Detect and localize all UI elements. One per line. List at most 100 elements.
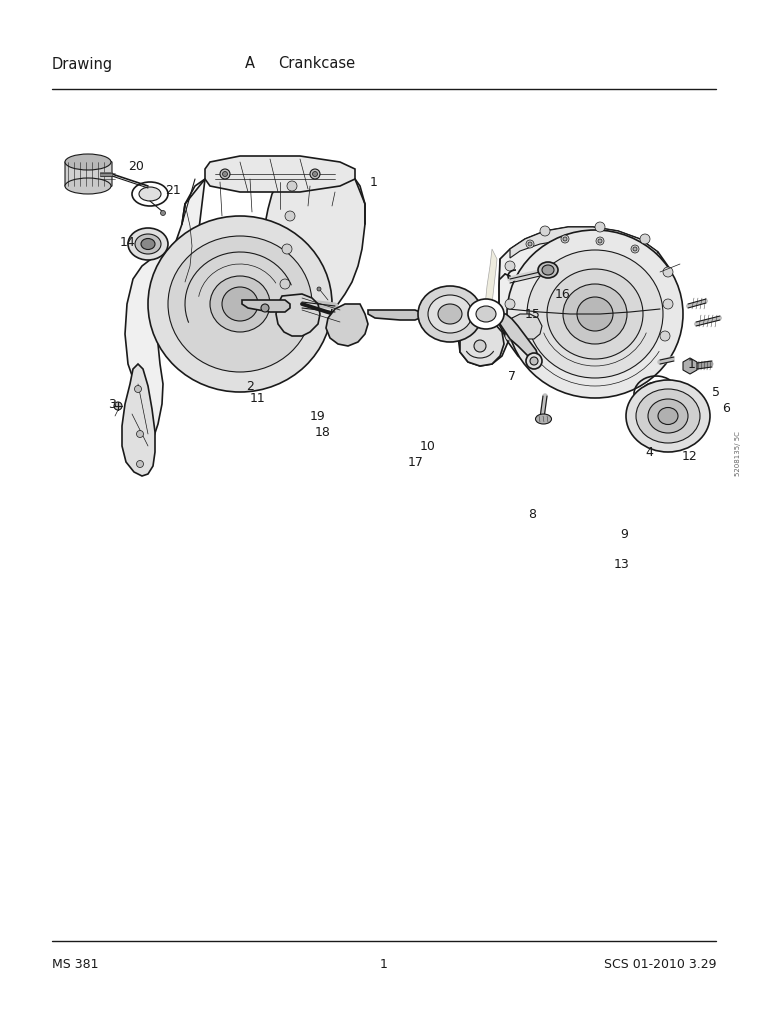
Circle shape xyxy=(596,237,604,245)
Polygon shape xyxy=(683,358,697,374)
Circle shape xyxy=(663,267,673,278)
Polygon shape xyxy=(458,300,508,366)
Circle shape xyxy=(134,385,141,392)
Circle shape xyxy=(505,331,515,341)
Polygon shape xyxy=(368,310,420,319)
Polygon shape xyxy=(265,179,365,314)
Polygon shape xyxy=(100,172,112,176)
Polygon shape xyxy=(122,364,155,476)
Circle shape xyxy=(313,171,317,176)
Text: MS 381: MS 381 xyxy=(52,957,98,971)
Text: 21: 21 xyxy=(165,184,180,198)
Text: 20: 20 xyxy=(128,160,144,172)
Circle shape xyxy=(561,234,569,243)
Polygon shape xyxy=(499,227,676,380)
Text: 14: 14 xyxy=(120,236,136,249)
Text: 4: 4 xyxy=(645,445,653,459)
Circle shape xyxy=(530,357,538,365)
Text: 19: 19 xyxy=(310,410,326,423)
Circle shape xyxy=(161,211,165,215)
Text: 5208135/ 5C: 5208135/ 5C xyxy=(735,431,741,476)
Ellipse shape xyxy=(168,236,312,372)
Ellipse shape xyxy=(547,269,643,359)
Ellipse shape xyxy=(636,389,700,443)
Polygon shape xyxy=(276,294,320,336)
Ellipse shape xyxy=(132,182,168,206)
Circle shape xyxy=(595,222,605,232)
Text: 12: 12 xyxy=(682,450,698,463)
Text: 5: 5 xyxy=(712,385,720,398)
Ellipse shape xyxy=(648,399,688,433)
Text: 7: 7 xyxy=(508,370,516,383)
Circle shape xyxy=(528,242,532,246)
Text: 3: 3 xyxy=(108,397,116,411)
Circle shape xyxy=(282,244,292,254)
Ellipse shape xyxy=(222,287,258,321)
Circle shape xyxy=(223,171,227,176)
Text: 1: 1 xyxy=(370,175,378,188)
Ellipse shape xyxy=(535,414,551,424)
Circle shape xyxy=(505,299,515,309)
Ellipse shape xyxy=(428,295,472,333)
Ellipse shape xyxy=(210,276,270,332)
Ellipse shape xyxy=(418,286,482,342)
Ellipse shape xyxy=(507,230,683,398)
Polygon shape xyxy=(485,249,503,356)
Text: 16: 16 xyxy=(555,288,571,300)
Ellipse shape xyxy=(563,284,627,344)
Text: Drawing: Drawing xyxy=(52,56,113,72)
Ellipse shape xyxy=(141,239,155,250)
Text: 18: 18 xyxy=(315,426,331,438)
Text: 8: 8 xyxy=(528,508,536,520)
Text: 1: 1 xyxy=(688,357,696,371)
Ellipse shape xyxy=(148,216,332,392)
Polygon shape xyxy=(460,319,504,366)
Ellipse shape xyxy=(658,408,678,425)
Circle shape xyxy=(631,245,639,253)
Circle shape xyxy=(220,169,230,179)
Text: Crankcase: Crankcase xyxy=(278,56,355,72)
Ellipse shape xyxy=(438,304,462,324)
Text: 10: 10 xyxy=(420,440,436,454)
Circle shape xyxy=(137,461,144,468)
Circle shape xyxy=(137,430,144,437)
Text: 6: 6 xyxy=(722,401,730,415)
Circle shape xyxy=(526,353,542,369)
Circle shape xyxy=(563,237,567,241)
Polygon shape xyxy=(326,304,368,346)
Circle shape xyxy=(287,181,297,191)
Ellipse shape xyxy=(626,380,710,452)
Circle shape xyxy=(505,261,515,271)
Circle shape xyxy=(114,402,122,410)
Text: A: A xyxy=(245,56,255,72)
Polygon shape xyxy=(125,179,205,456)
Circle shape xyxy=(663,299,673,309)
Polygon shape xyxy=(510,227,658,259)
Text: 2: 2 xyxy=(246,380,254,392)
Ellipse shape xyxy=(538,262,558,278)
Text: SCS 01-2010 3.29: SCS 01-2010 3.29 xyxy=(604,957,716,971)
Circle shape xyxy=(526,240,534,248)
Polygon shape xyxy=(500,314,538,359)
Circle shape xyxy=(317,287,321,291)
Circle shape xyxy=(660,331,670,341)
Polygon shape xyxy=(242,300,290,312)
Polygon shape xyxy=(205,156,355,193)
Text: 13: 13 xyxy=(614,557,630,570)
Ellipse shape xyxy=(468,299,504,329)
Circle shape xyxy=(285,211,295,221)
Polygon shape xyxy=(510,314,542,339)
Ellipse shape xyxy=(65,178,111,194)
Text: 1: 1 xyxy=(380,957,388,971)
Ellipse shape xyxy=(527,250,663,378)
Ellipse shape xyxy=(577,297,613,331)
Circle shape xyxy=(310,169,320,179)
Circle shape xyxy=(598,239,602,243)
Text: 15: 15 xyxy=(525,307,541,321)
Text: 9: 9 xyxy=(620,527,628,541)
Ellipse shape xyxy=(542,265,554,275)
Circle shape xyxy=(633,247,637,251)
Polygon shape xyxy=(65,156,112,193)
Circle shape xyxy=(280,279,290,289)
Circle shape xyxy=(540,226,550,236)
